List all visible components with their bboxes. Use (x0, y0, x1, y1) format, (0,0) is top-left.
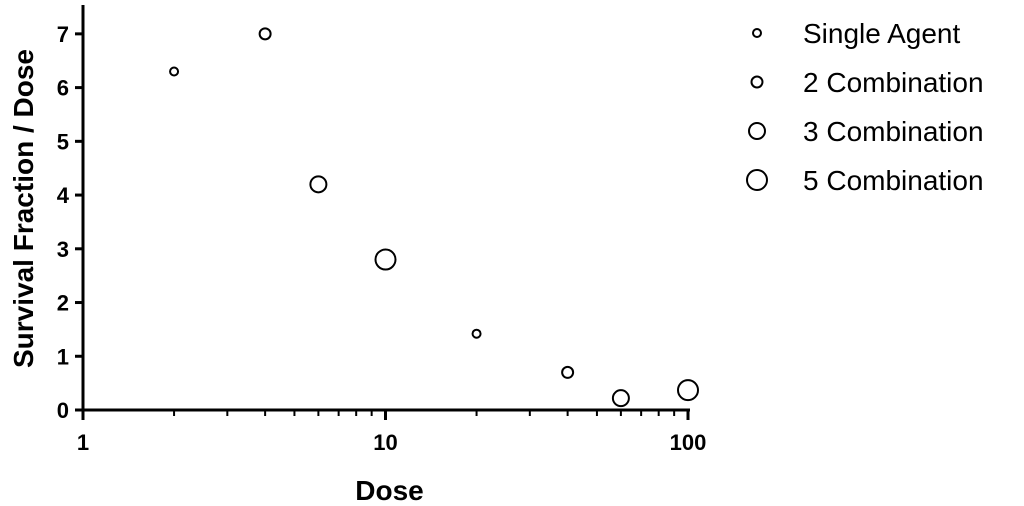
y-tick-label: 0 (57, 398, 69, 423)
legend-marker (752, 28, 762, 38)
data-points (169, 27, 699, 408)
data-point (561, 365, 575, 379)
x-tick-label: 1 (77, 430, 89, 455)
legend-marker (748, 122, 766, 140)
data-point (677, 379, 699, 402)
data-point (258, 27, 272, 41)
legend-label: 5 Combination (803, 165, 984, 196)
legend-label: Single Agent (803, 18, 960, 49)
legend: Single Agent 2 Combination 3 Combination 5 … (746, 18, 984, 196)
axes (81, 5, 690, 412)
y-axis-title: Survival Fraction / Dose (8, 49, 39, 368)
data-point (309, 175, 328, 194)
y-tick-label: 6 (57, 76, 69, 101)
legend-marker (750, 75, 764, 89)
x-tick-label: 100 (670, 430, 707, 455)
y-tick-label: 7 (57, 22, 69, 47)
data-point (611, 389, 630, 408)
x-tick-label: 10 (373, 430, 397, 455)
y-tick-label: 3 (57, 237, 69, 262)
data-point (471, 328, 482, 339)
legend-label: 3 Combination (803, 116, 984, 147)
data-point (169, 66, 180, 77)
y-tick-label: 5 (57, 129, 69, 154)
legend-label: 2 Combination (803, 67, 984, 98)
x-axis-title: Dose (355, 475, 423, 506)
data-point (374, 248, 397, 271)
legend-marker (746, 169, 768, 191)
y-tick-label: 4 (57, 183, 70, 208)
y-tick-label: 2 (57, 291, 69, 316)
y-tick-label: 1 (57, 344, 69, 369)
